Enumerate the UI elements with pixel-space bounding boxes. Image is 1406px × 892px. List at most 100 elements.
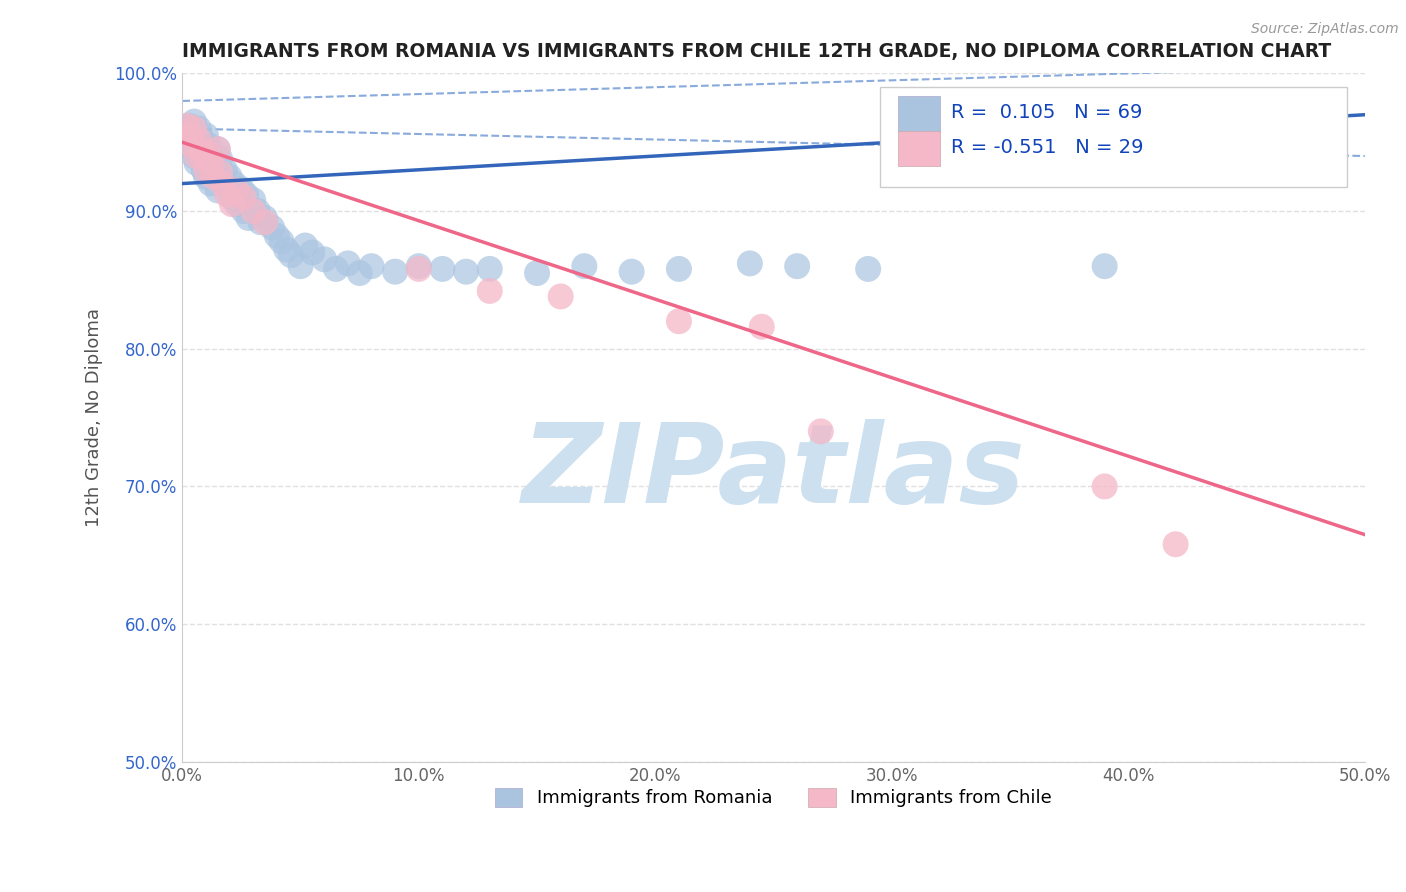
Point bbox=[200, 177, 222, 191]
Point bbox=[336, 256, 359, 270]
Point bbox=[1094, 259, 1116, 273]
Point bbox=[221, 190, 243, 204]
Point bbox=[526, 266, 548, 280]
Point bbox=[231, 182, 253, 196]
Point bbox=[266, 228, 288, 243]
Point bbox=[224, 177, 246, 191]
Point bbox=[276, 243, 298, 257]
Point bbox=[202, 156, 225, 170]
Point bbox=[197, 146, 219, 161]
Point bbox=[270, 235, 292, 249]
Point bbox=[232, 190, 254, 204]
Point bbox=[360, 259, 382, 273]
Point bbox=[187, 121, 209, 136]
Legend: Immigrants from Romania, Immigrants from Chile: Immigrants from Romania, Immigrants from… bbox=[488, 780, 1059, 814]
Point bbox=[1094, 479, 1116, 493]
Point bbox=[179, 135, 201, 149]
Point bbox=[211, 177, 233, 191]
Point bbox=[221, 197, 243, 211]
Point bbox=[478, 284, 501, 298]
Point bbox=[232, 204, 254, 219]
Point bbox=[209, 152, 232, 166]
Text: Source: ZipAtlas.com: Source: ZipAtlas.com bbox=[1251, 22, 1399, 37]
Point bbox=[183, 132, 205, 146]
Text: R = -0.551   N = 29: R = -0.551 N = 29 bbox=[950, 137, 1143, 157]
Point bbox=[478, 261, 501, 276]
Point bbox=[207, 142, 229, 156]
Point bbox=[325, 261, 347, 276]
Point bbox=[194, 169, 217, 184]
Point bbox=[620, 265, 643, 279]
Point bbox=[173, 121, 195, 136]
Point bbox=[294, 238, 316, 252]
Point bbox=[183, 121, 205, 136]
Point bbox=[280, 248, 302, 262]
Point bbox=[408, 259, 430, 273]
Point bbox=[193, 162, 215, 177]
Point bbox=[810, 425, 832, 439]
Point bbox=[176, 119, 198, 133]
Point bbox=[202, 169, 225, 184]
Point bbox=[190, 131, 212, 145]
Point bbox=[211, 174, 233, 188]
Point bbox=[242, 193, 264, 207]
Point bbox=[738, 256, 761, 270]
Point bbox=[179, 128, 201, 143]
Point bbox=[183, 149, 205, 163]
Text: R =  0.105   N = 69: R = 0.105 N = 69 bbox=[950, 103, 1142, 122]
Point bbox=[214, 162, 236, 177]
Point bbox=[200, 149, 222, 163]
Point bbox=[856, 261, 879, 276]
Point bbox=[193, 152, 215, 166]
Point bbox=[180, 142, 202, 156]
Point bbox=[408, 261, 430, 276]
Point bbox=[186, 138, 208, 153]
Point bbox=[254, 211, 277, 225]
Point bbox=[225, 184, 247, 198]
Point bbox=[180, 124, 202, 138]
Point bbox=[254, 215, 277, 229]
Point bbox=[384, 265, 406, 279]
FancyBboxPatch shape bbox=[897, 130, 941, 166]
Point bbox=[194, 162, 217, 177]
Point bbox=[290, 259, 312, 273]
Point bbox=[187, 146, 209, 161]
Point bbox=[200, 156, 222, 170]
Point bbox=[209, 165, 232, 179]
Point bbox=[225, 197, 247, 211]
Point bbox=[176, 128, 198, 143]
Point bbox=[314, 252, 336, 267]
Point bbox=[217, 179, 239, 194]
FancyBboxPatch shape bbox=[897, 96, 941, 132]
Point bbox=[183, 114, 205, 128]
Point bbox=[349, 266, 371, 280]
Point bbox=[242, 204, 264, 219]
Point bbox=[574, 259, 596, 273]
Point bbox=[197, 138, 219, 153]
Point bbox=[235, 187, 257, 202]
Point bbox=[454, 265, 477, 279]
FancyBboxPatch shape bbox=[880, 87, 1347, 187]
Point bbox=[238, 211, 260, 225]
Y-axis label: 12th Grade, No Diploma: 12th Grade, No Diploma bbox=[86, 308, 103, 527]
Point bbox=[193, 141, 215, 155]
Point bbox=[190, 142, 212, 156]
Text: ZIPatlas: ZIPatlas bbox=[522, 419, 1025, 526]
Point bbox=[207, 184, 229, 198]
Point bbox=[190, 152, 212, 166]
Point bbox=[262, 220, 284, 235]
Point bbox=[187, 132, 209, 146]
Point bbox=[186, 156, 208, 170]
Point bbox=[186, 149, 208, 163]
Point bbox=[786, 259, 808, 273]
Point bbox=[668, 314, 690, 328]
Point bbox=[550, 289, 572, 303]
Point bbox=[432, 261, 454, 276]
Point bbox=[204, 165, 226, 179]
Point bbox=[217, 187, 239, 202]
Point bbox=[668, 261, 690, 276]
Text: IMMIGRANTS FROM ROMANIA VS IMMIGRANTS FROM CHILE 12TH GRADE, NO DIPLOMA CORRELAT: IMMIGRANTS FROM ROMANIA VS IMMIGRANTS FR… bbox=[183, 42, 1331, 61]
Point bbox=[197, 160, 219, 174]
Point bbox=[180, 138, 202, 153]
Point bbox=[1164, 537, 1187, 551]
